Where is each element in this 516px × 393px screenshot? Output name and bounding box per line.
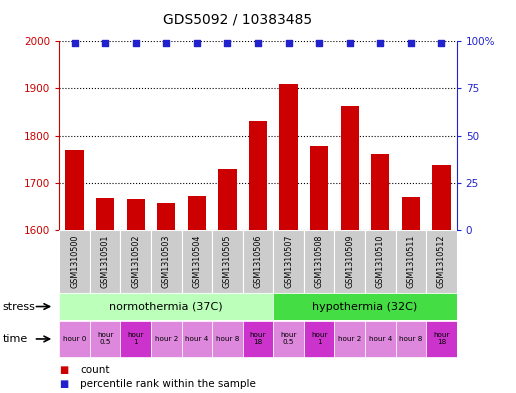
Point: [407, 40, 415, 46]
Bar: [151, 321, 182, 357]
Point: [162, 40, 170, 46]
Text: hour 8: hour 8: [399, 336, 423, 342]
Text: hour 4: hour 4: [368, 336, 392, 342]
Point: [437, 40, 445, 46]
Bar: [212, 321, 243, 357]
Text: GDS5092 / 10383485: GDS5092 / 10383485: [163, 13, 312, 27]
Text: ■: ■: [59, 365, 69, 375]
Bar: [432, 165, 450, 393]
Point: [71, 40, 79, 46]
Bar: [243, 230, 273, 293]
Point: [132, 40, 140, 46]
Bar: [426, 321, 457, 357]
Bar: [371, 154, 390, 393]
Point: [101, 40, 109, 46]
Bar: [401, 197, 420, 393]
Point: [254, 40, 262, 46]
Text: normothermia (37C): normothermia (37C): [109, 301, 223, 312]
Bar: [396, 321, 426, 357]
Text: GSM1310504: GSM1310504: [192, 235, 201, 288]
Text: hour
18: hour 18: [250, 332, 266, 345]
Text: hour 8: hour 8: [216, 336, 239, 342]
Text: GSM1310503: GSM1310503: [162, 235, 171, 288]
Text: hour
18: hour 18: [433, 332, 449, 345]
Bar: [90, 230, 120, 293]
Bar: [341, 106, 359, 393]
Bar: [96, 198, 115, 393]
Point: [284, 40, 293, 46]
Bar: [365, 230, 396, 293]
Bar: [304, 321, 334, 357]
Bar: [249, 121, 267, 393]
Bar: [212, 230, 243, 293]
Bar: [59, 230, 90, 293]
Bar: [279, 84, 298, 393]
Bar: [273, 293, 457, 320]
Text: hypothermia (32C): hypothermia (32C): [312, 301, 417, 312]
Bar: [365, 321, 396, 357]
Bar: [120, 321, 151, 357]
Bar: [188, 196, 206, 393]
Text: GSM1310501: GSM1310501: [101, 235, 110, 288]
Text: hour
0.5: hour 0.5: [97, 332, 114, 345]
Bar: [334, 230, 365, 293]
Bar: [218, 169, 237, 393]
Text: hour 2: hour 2: [338, 336, 361, 342]
Bar: [182, 321, 212, 357]
Text: stress: stress: [3, 301, 36, 312]
Bar: [243, 321, 273, 357]
Bar: [90, 321, 120, 357]
Text: ■: ■: [59, 379, 69, 389]
Bar: [396, 230, 426, 293]
Text: hour 4: hour 4: [185, 336, 208, 342]
Text: GSM1310502: GSM1310502: [131, 235, 140, 288]
Bar: [310, 146, 328, 393]
Text: GSM1310505: GSM1310505: [223, 235, 232, 288]
Bar: [126, 199, 145, 393]
Text: GSM1310509: GSM1310509: [345, 235, 354, 288]
Point: [376, 40, 384, 46]
Bar: [66, 150, 84, 393]
Text: hour 2: hour 2: [155, 336, 178, 342]
Point: [346, 40, 354, 46]
Bar: [59, 321, 90, 357]
Text: GSM1310512: GSM1310512: [437, 235, 446, 288]
Bar: [273, 230, 304, 293]
Bar: [120, 230, 151, 293]
Point: [223, 40, 232, 46]
Text: GSM1310506: GSM1310506: [253, 235, 263, 288]
Text: GSM1310507: GSM1310507: [284, 235, 293, 288]
Text: GSM1310510: GSM1310510: [376, 235, 385, 288]
Text: hour
1: hour 1: [127, 332, 144, 345]
Bar: [59, 293, 273, 320]
Bar: [151, 230, 182, 293]
Text: GSM1310508: GSM1310508: [315, 235, 324, 288]
Text: GSM1310511: GSM1310511: [406, 235, 415, 288]
Bar: [157, 202, 175, 393]
Point: [193, 40, 201, 46]
Bar: [426, 230, 457, 293]
Text: hour 0: hour 0: [63, 336, 86, 342]
Bar: [304, 230, 334, 293]
Bar: [182, 230, 212, 293]
Text: count: count: [80, 365, 109, 375]
Bar: [334, 321, 365, 357]
Text: percentile rank within the sample: percentile rank within the sample: [80, 379, 256, 389]
Text: time: time: [3, 334, 28, 344]
Text: GSM1310500: GSM1310500: [70, 235, 79, 288]
Point: [315, 40, 323, 46]
Bar: [273, 321, 304, 357]
Text: hour
1: hour 1: [311, 332, 327, 345]
Text: hour
0.5: hour 0.5: [280, 332, 297, 345]
